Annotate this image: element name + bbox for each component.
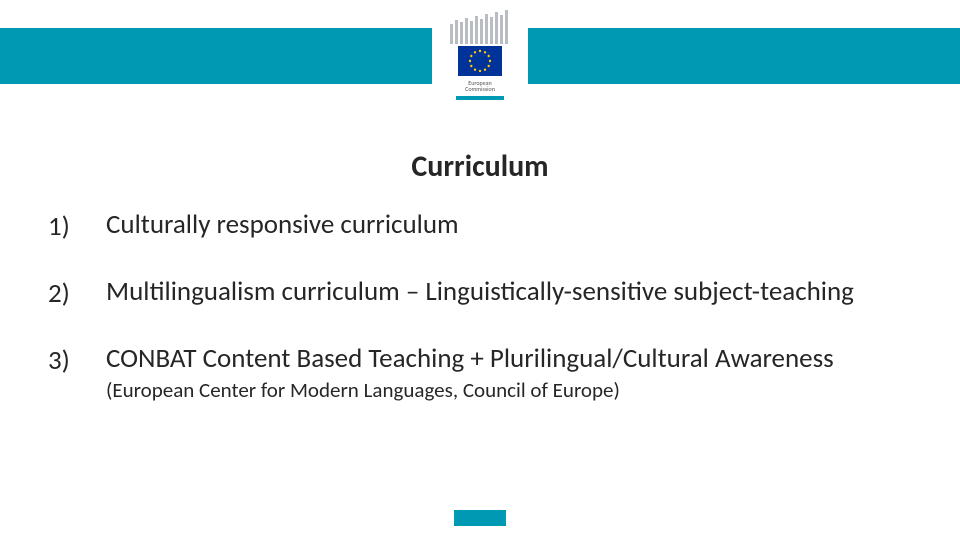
list-item-paren: (European Center for Modern Languages, C… bbox=[106, 377, 620, 403]
list-item-body: Culturally responsive curriculum bbox=[106, 210, 459, 240]
list-item-text: Multilingualism curriculum – Linguistica… bbox=[106, 275, 854, 308]
eu-flag-icon bbox=[458, 46, 502, 76]
slide-title: Curriculum bbox=[0, 148, 960, 185]
list-item-text: CONBAT Content Based Teaching + Plurilin… bbox=[106, 342, 834, 375]
list-item: 2) Multilingualism curriculum – Linguist… bbox=[48, 277, 912, 310]
logo-underbar bbox=[456, 96, 504, 100]
ec-logo: European Commission bbox=[432, 6, 528, 114]
footer-accent-bar bbox=[454, 510, 506, 526]
list-item-number: 2) bbox=[48, 277, 106, 310]
list-item-number: 3) bbox=[48, 344, 106, 377]
slide: European Commission Curriculum 1) Cultur… bbox=[0, 0, 960, 540]
list-item-body: CONBAT Content Based Teaching + Plurilin… bbox=[106, 344, 912, 404]
ec-label: European Commission bbox=[465, 80, 495, 92]
list-item-number: 1) bbox=[48, 210, 106, 243]
list-item: 3) CONBAT Content Based Teaching + Pluri… bbox=[48, 344, 912, 404]
building-icon bbox=[448, 10, 512, 44]
content-list: 1) Culturally responsive curriculum 2) M… bbox=[48, 210, 912, 438]
list-item-text: Culturally responsive curriculum bbox=[106, 208, 459, 241]
list-item-body: Multilingualism curriculum – Linguistica… bbox=[106, 277, 854, 307]
list-item: 1) Culturally responsive curriculum bbox=[48, 210, 912, 243]
ec-label-line2: Commission bbox=[465, 86, 495, 92]
